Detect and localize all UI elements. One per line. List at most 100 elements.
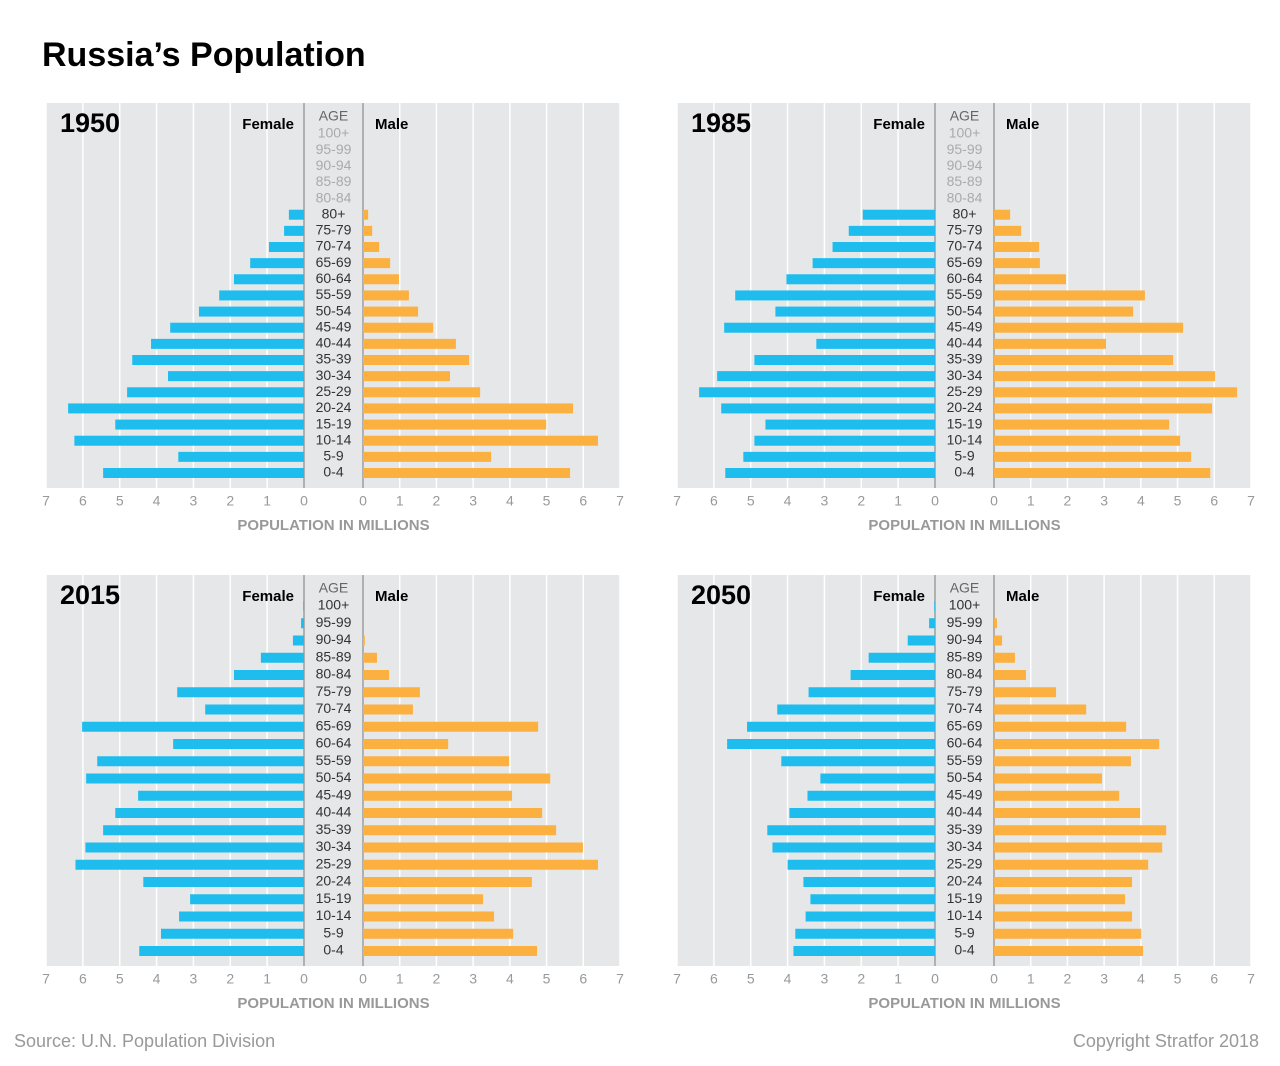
x-tick-label: 4	[784, 971, 792, 987]
bar-female	[805, 911, 935, 922]
bar-female	[781, 756, 935, 767]
bar-male	[363, 825, 557, 836]
bar-male	[363, 704, 413, 715]
age-label: 25-29	[316, 383, 352, 399]
x-tick-label: 3	[1100, 971, 1108, 987]
x-tick-label: 0	[359, 971, 367, 987]
bar-male	[994, 225, 1022, 236]
x-tick-label: 6	[710, 493, 718, 509]
age-label: 65-69	[316, 717, 352, 733]
bar-male	[363, 652, 377, 663]
bar-male	[363, 403, 574, 414]
x-tick-label: 5	[116, 493, 124, 509]
bar-female	[848, 225, 935, 236]
age-label: 20-24	[947, 399, 983, 415]
x-tick-label: 4	[1137, 971, 1145, 987]
bar-female	[754, 355, 935, 365]
bar-female	[786, 274, 935, 285]
age-label: 65-69	[947, 717, 983, 733]
age-label: 100+	[318, 597, 350, 613]
panel-title: 1950	[60, 108, 120, 138]
age-label: 85-89	[316, 648, 352, 664]
x-tick-label: 6	[1210, 971, 1218, 987]
bar-female	[177, 687, 304, 698]
bar-male	[994, 306, 1134, 317]
x-tick-label: 2	[857, 971, 865, 987]
age-label: 85-89	[947, 648, 983, 664]
x-tick-label: 7	[673, 971, 681, 987]
age-label: 90-94	[316, 631, 352, 647]
x-tick-label: 7	[1247, 971, 1255, 987]
x-tick-label: 7	[616, 493, 624, 509]
bar-female	[803, 877, 935, 887]
age-label: 65-69	[316, 254, 352, 270]
age-label: 60-64	[947, 735, 983, 751]
bar-female	[115, 419, 304, 430]
bar-female	[219, 290, 304, 301]
age-label: 5-9	[323, 448, 343, 464]
bar-female	[74, 435, 304, 446]
bar-female	[699, 387, 935, 398]
bar-male	[994, 842, 1163, 853]
bar-female	[143, 877, 304, 887]
age-label: 10-14	[947, 907, 983, 923]
bar-female	[178, 451, 304, 462]
bar-female	[868, 652, 935, 663]
x-tick-label: 1	[894, 971, 902, 987]
age-label: 5-9	[954, 448, 974, 464]
age-label: 100+	[949, 125, 981, 141]
bar-male	[363, 419, 547, 430]
bar-female	[190, 894, 304, 905]
x-tick-label: 6	[579, 493, 587, 509]
age-label: 30-34	[947, 838, 983, 854]
x-tick-label: 2	[433, 493, 441, 509]
bar-male	[994, 355, 1174, 365]
x-tick-label: 3	[821, 971, 829, 987]
legend-male: Male	[1006, 588, 1039, 605]
age-label: 20-24	[947, 873, 983, 889]
bar-male	[994, 859, 1149, 870]
age-label: 100+	[318, 125, 350, 141]
legend-female: Female	[242, 116, 294, 133]
page-title: Russia’s Population	[42, 36, 366, 74]
bar-female	[747, 721, 935, 732]
bar-female	[850, 670, 935, 680]
age-label: 45-49	[947, 318, 983, 334]
x-tick-label: 4	[153, 493, 161, 509]
bar-female	[127, 387, 304, 398]
x-tick-label: 1	[1027, 971, 1035, 987]
age-label: 35-39	[947, 821, 983, 837]
age-label: 0-4	[954, 464, 974, 480]
bar-female	[151, 338, 304, 349]
bar-female	[907, 635, 935, 646]
bar-male	[363, 338, 456, 349]
bar-female	[862, 209, 935, 220]
age-label: 40-44	[316, 335, 352, 351]
x-tick-label: 1	[396, 493, 404, 509]
age-label: 85-89	[316, 173, 352, 189]
age-label: 35-39	[316, 821, 352, 837]
bar-male	[363, 721, 539, 732]
x-tick-label: 7	[673, 493, 681, 509]
bar-female	[233, 670, 304, 680]
bar-female	[832, 242, 935, 252]
bar-female	[772, 842, 935, 853]
bar-male	[994, 877, 1133, 887]
bar-male	[363, 756, 510, 767]
x-tick-label: 6	[710, 971, 718, 987]
x-tick-label: 5	[543, 971, 551, 987]
age-label: 90-94	[947, 631, 983, 647]
age-label: 10-14	[947, 431, 983, 447]
bar-male	[994, 790, 1120, 801]
bar-female	[727, 739, 935, 749]
bar-female	[160, 928, 304, 939]
x-tick-label: 0	[990, 493, 998, 509]
bar-male	[994, 635, 1003, 646]
bar-female	[167, 371, 304, 382]
age-label: 75-79	[316, 222, 352, 238]
x-tick-label: 4	[1137, 493, 1145, 509]
bar-female	[807, 790, 935, 801]
age-label: 85-89	[947, 173, 983, 189]
bar-male	[363, 371, 451, 382]
bar-female	[816, 338, 935, 349]
